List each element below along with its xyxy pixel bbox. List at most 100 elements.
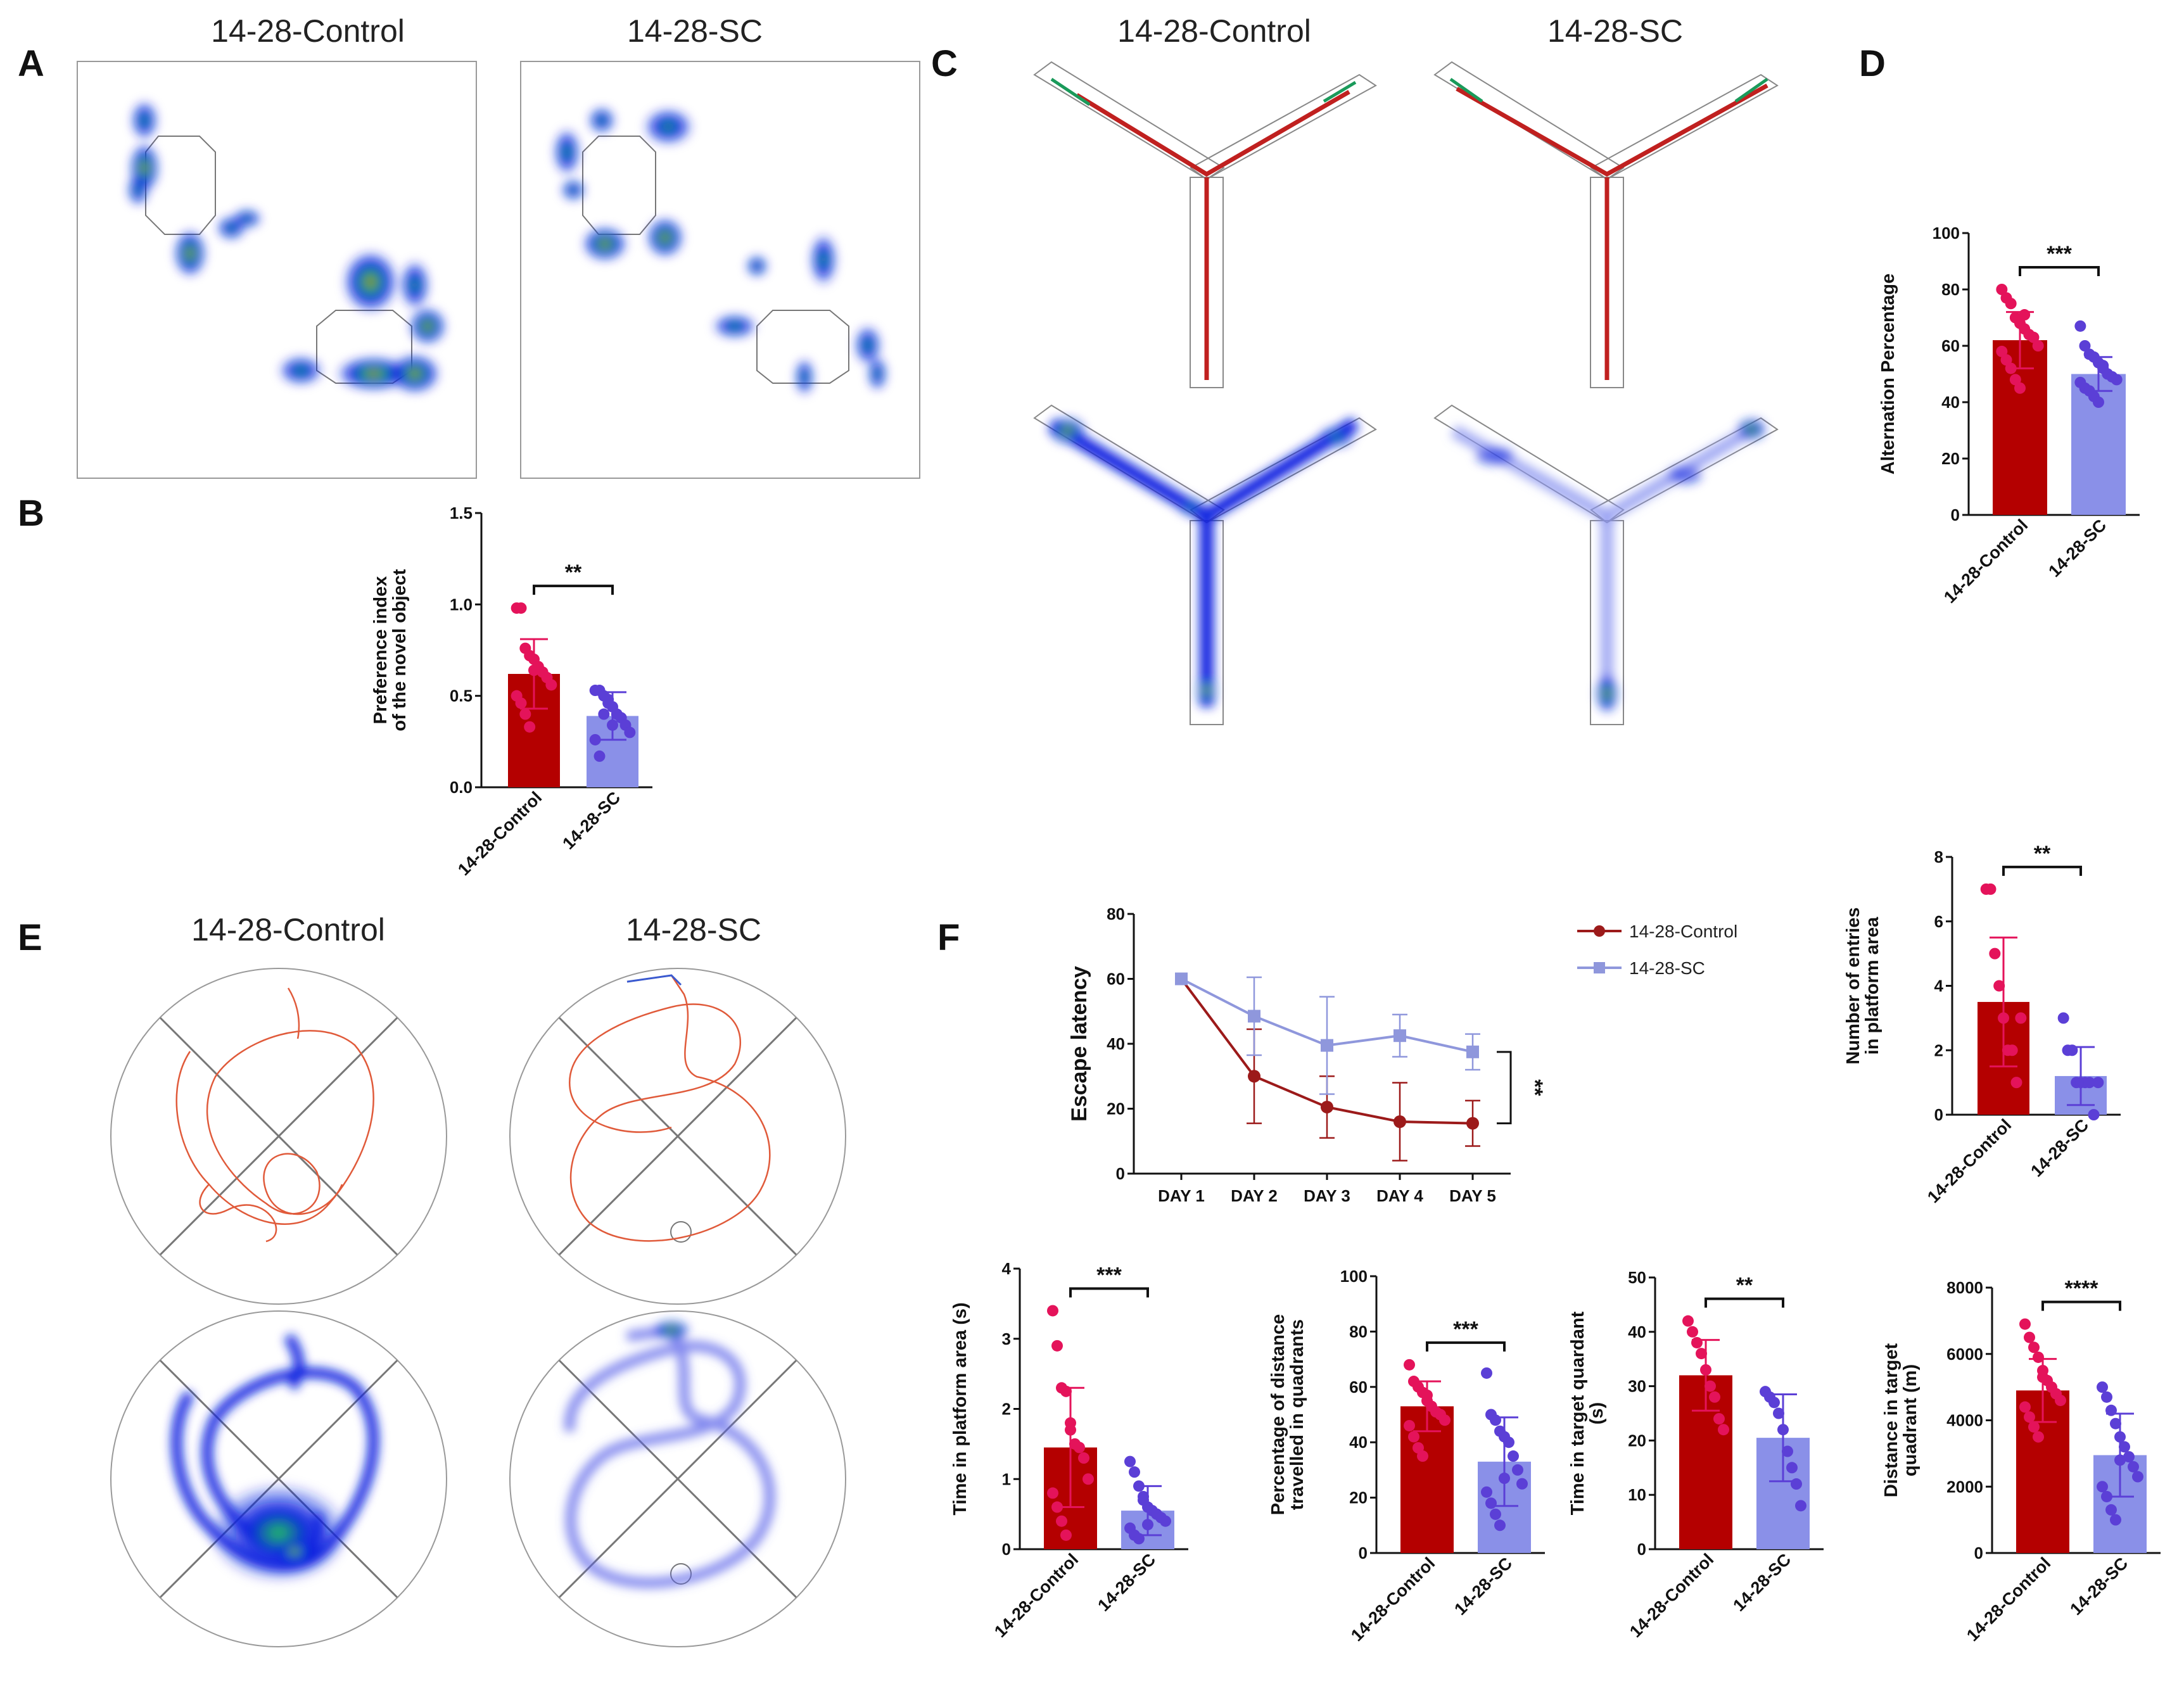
data-point [1138, 1494, 1149, 1506]
panel-label-b: B [18, 493, 44, 534]
chart-time-quadrant: 0 10 20 30 40 50 Time in target quardant(s) 14-… [1568, 1268, 1824, 1641]
significance-stars: ** [2034, 842, 2051, 866]
data-point [2028, 331, 2040, 343]
data-point [1485, 1497, 1497, 1509]
panel-label-d: D [1859, 43, 1886, 84]
data-point [1394, 1115, 1406, 1128]
y-tick-label: 60 [1107, 970, 1125, 989]
y-tick-label: 40 [1107, 1034, 1125, 1053]
data-point [1691, 1336, 1703, 1348]
data-point [1074, 1442, 1085, 1454]
data-point [2110, 1417, 2121, 1429]
water-maze-track-control [110, 968, 447, 1305]
significance-stars: ** [1523, 1079, 1547, 1096]
y-maze-track-sc [1433, 61, 1779, 388]
significance-stars: ** [565, 561, 582, 585]
data-point [2005, 298, 2017, 310]
chart-distance-quadrant: 0 2000 4000 6000 8000 Distance in targetquadr… [1881, 1277, 2161, 1645]
y-tick-label: 0 [1934, 1105, 1943, 1124]
y-tick-label: 2 [1934, 1041, 1943, 1060]
water-maze-track-sc [509, 968, 846, 1305]
data-point [524, 721, 536, 733]
data-point [515, 697, 527, 709]
y-tick-label: 40 [1941, 393, 1960, 412]
data-point [1503, 1436, 1514, 1448]
legend-marker-sc [1594, 962, 1605, 973]
y-tick-label: 20 [1107, 1100, 1125, 1119]
data-point [1466, 1117, 1479, 1130]
data-point [1056, 1515, 1067, 1527]
x-category-label: 14-28-SC [2066, 1554, 2131, 1619]
legend-marker-control [1594, 925, 1605, 937]
data-point [1248, 1010, 1260, 1023]
data-point [1404, 1359, 1415, 1371]
significance-stars: *** [1096, 1263, 1122, 1287]
y-axis-label: Number of entries [1843, 907, 1863, 1064]
y-tick-label: 1.0 [450, 595, 473, 614]
data-point [2079, 340, 2091, 352]
y-tick-label: 0 [1974, 1543, 1983, 1562]
novel-object-heatmap-control [77, 61, 477, 479]
data-point [2024, 1411, 2035, 1423]
y-tick-label: 80 [1941, 280, 1960, 299]
data-point [1142, 1519, 1153, 1531]
y-axis-label: quadrant (m) [1900, 1364, 1921, 1476]
y-tick-label: 0 [1116, 1164, 1125, 1183]
data-point [1696, 1348, 1707, 1360]
y-tick-label: 20 [1628, 1431, 1646, 1450]
panel-e-title-sc: 14-28-SC [626, 912, 761, 948]
x-tick-label: DAY 2 [1231, 1186, 1278, 1205]
y-axis-label: of the novel object [390, 569, 410, 732]
data-point [2101, 1490, 2112, 1502]
significance-bracket [2019, 266, 2100, 276]
data-point [2092, 1077, 2104, 1089]
data-point [1417, 1450, 1428, 1462]
y-tick-label: 4 [1002, 1259, 1012, 1278]
data-point [545, 679, 557, 691]
data-point [2015, 1012, 2027, 1024]
y-maze-heatmap-sc [1433, 404, 1779, 725]
y-tick-label: 0 [1002, 1540, 1011, 1559]
panel-a-title-sc: 14-28-SC [627, 13, 763, 49]
y-tick-label: 6 [1934, 912, 1943, 931]
y-axis-label: travelled in quadrants [1287, 1319, 1307, 1510]
y-tick-label: 40 [1349, 1433, 1368, 1452]
significance-bracket [1426, 1341, 1506, 1352]
data-point [2019, 1318, 2031, 1330]
data-point [1516, 1478, 1528, 1490]
y-tick-label: 8 [1934, 847, 1943, 866]
panel-a-title-control: 14-28-Control [211, 13, 405, 49]
data-point [1989, 948, 2001, 960]
y-tick-label: 0 [1359, 1543, 1368, 1562]
data-point [2114, 1454, 2126, 1466]
panel-c-title-sc: 14-28-SC [1547, 13, 1683, 49]
y-tick-label: 3 [1002, 1329, 1011, 1348]
y-tick-label: 1 [1002, 1469, 1011, 1488]
panel-e: E 14-28-Control 14-28-SC [18, 912, 846, 1647]
data-point [2105, 1504, 2117, 1516]
y-tick-label: 100 [1933, 224, 1960, 243]
chart-time-platform: 0 1 2 3 4 Time in platform area (s) 14-28-Cont… [950, 1259, 1188, 1641]
y-maze-heatmap-control [1033, 404, 1377, 725]
data-point [2132, 1471, 2143, 1483]
y-tick-label: 20 [1941, 449, 1960, 468]
data-point [2010, 1077, 2022, 1089]
data-point [1791, 1478, 1802, 1490]
panel-label-f: F [937, 917, 960, 958]
y-axis-label: (s) [1587, 1402, 1607, 1424]
chart-escape-latency: 0 20 40 60 80 DAY 1 DAY 2 DAY 3 DAY 4 DAY 5 Escape… [1067, 904, 1737, 1205]
data-point [1996, 345, 2008, 357]
x-category-label: 14-28-Control [1347, 1554, 1438, 1645]
data-point [2033, 1351, 2044, 1363]
x-category-label: 14-28-SC [2045, 516, 2110, 581]
panel-label-a: A [18, 43, 44, 84]
x-category-label: 14-28-Control [454, 788, 545, 879]
x-category-label: 14-28-SC [1451, 1554, 1516, 1619]
y-axis-label: Preference index [371, 576, 391, 725]
y-axis-label: Time in platform area (s) [950, 1302, 970, 1515]
data-point [1321, 1100, 1333, 1113]
significance-stars: *** [1453, 1317, 1478, 1341]
data-point [2033, 1431, 2044, 1443]
data-point [1051, 1340, 1063, 1352]
data-point [2000, 354, 2012, 366]
